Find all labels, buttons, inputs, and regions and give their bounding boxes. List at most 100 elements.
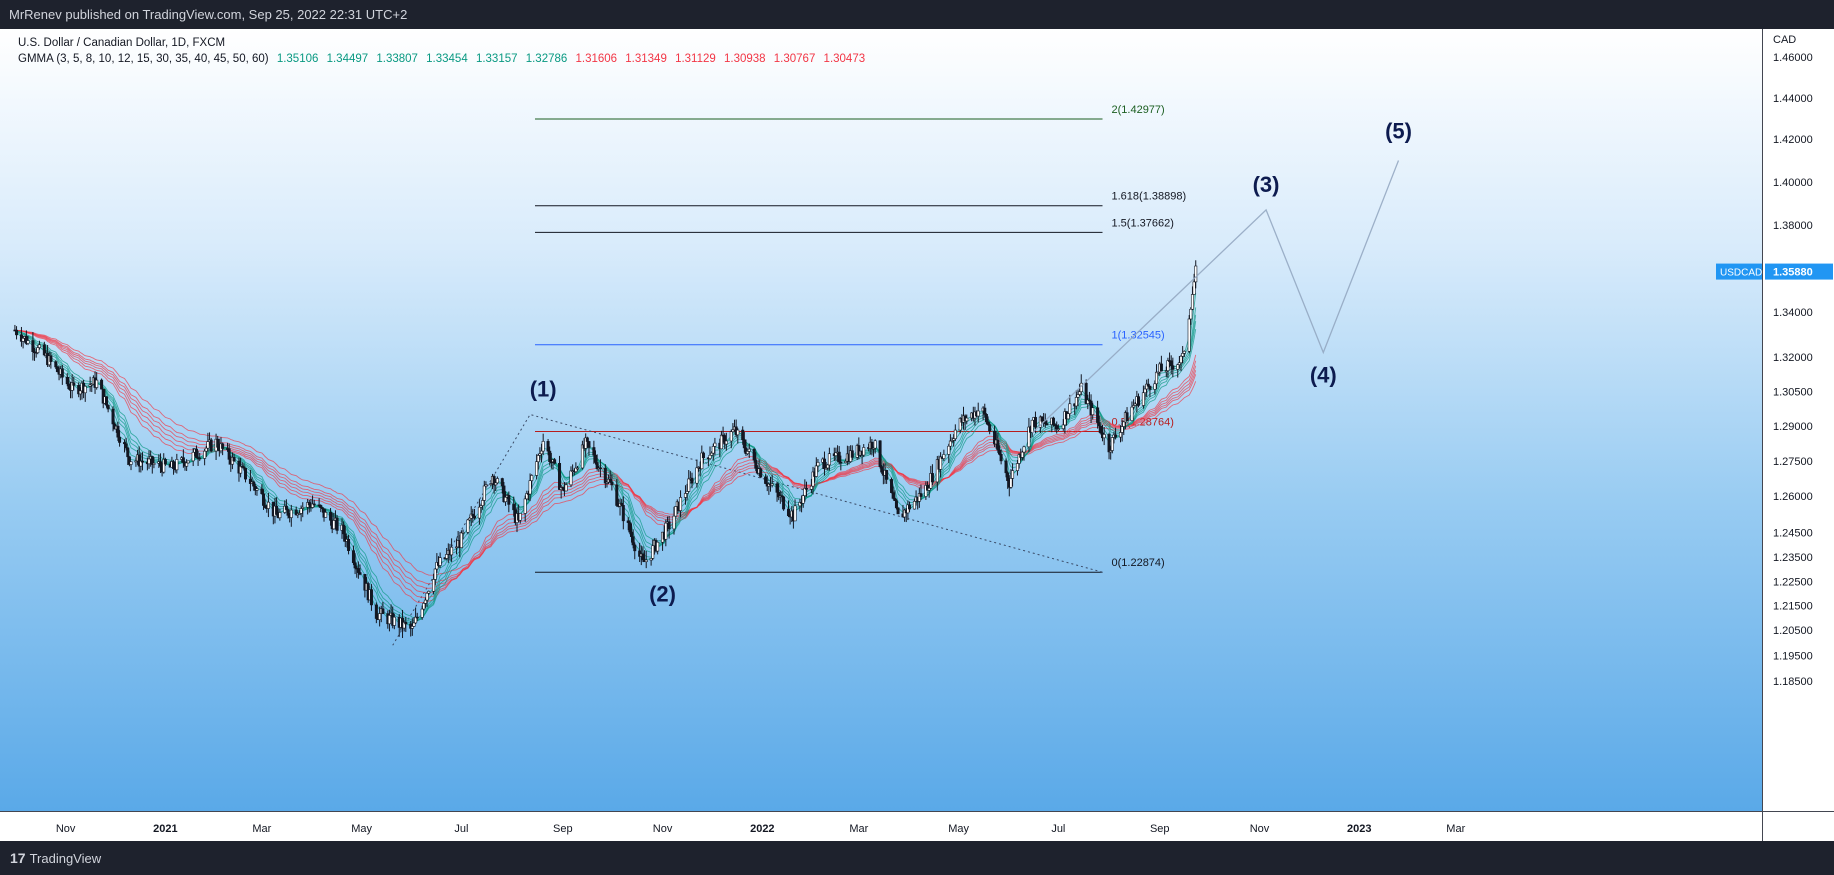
candle-body xyxy=(106,404,110,410)
candle-body xyxy=(289,509,293,518)
candle-body xyxy=(587,441,591,448)
candle-body xyxy=(1110,437,1114,451)
candle-body xyxy=(1187,318,1191,352)
time-tick-label: 2021 xyxy=(153,823,177,835)
candle-body xyxy=(641,553,645,561)
price-axis[interactable]: CAD 1.46000 1.44000 1.42000 1.40000 1.38000 1.… xyxy=(1762,29,1834,811)
candle-body xyxy=(724,440,728,445)
candle-body xyxy=(939,456,943,470)
candle-body xyxy=(1051,417,1055,425)
candle-body xyxy=(111,408,115,425)
candle-body xyxy=(1097,422,1101,427)
candle-body xyxy=(191,451,195,462)
candle-body xyxy=(1061,424,1065,429)
candle-body xyxy=(999,453,1003,462)
candle-body xyxy=(711,446,715,454)
candle-body xyxy=(1078,391,1082,395)
candle-body xyxy=(770,483,774,486)
gmma-long-2: 1.31349 xyxy=(625,53,667,65)
candle-body xyxy=(433,568,437,580)
candle-body xyxy=(1148,385,1152,390)
candle-body xyxy=(445,554,449,559)
candle-body xyxy=(1033,417,1037,428)
footer-brand[interactable]: TradingView xyxy=(29,850,102,866)
price-tick-label: 1.21500 xyxy=(1773,601,1813,613)
candle-body xyxy=(1166,360,1170,371)
candle-body xyxy=(804,488,808,490)
gmma-long-4: 1.30938 xyxy=(723,53,766,65)
chart-canvas[interactable]: 0(1.22874) 1(1.32545) 1.5(1.37662) 1.618(1.… xyxy=(0,29,1762,811)
price-tick-label: 1.26000 xyxy=(1773,491,1813,503)
candle-body xyxy=(324,512,328,518)
candle-body xyxy=(996,439,1000,451)
candle-body xyxy=(482,485,486,501)
candle-body xyxy=(1045,423,1049,426)
candle-body xyxy=(100,379,104,390)
wave-label: (3) xyxy=(1253,172,1280,197)
candle-body xyxy=(427,590,431,594)
candle-body xyxy=(332,520,336,530)
candle-body xyxy=(206,441,210,449)
candle-body xyxy=(592,447,596,456)
tradingview-logo-icon[interactable]: 17 xyxy=(10,850,26,866)
candle-body xyxy=(67,383,71,390)
time-tick-label: Sep xyxy=(553,823,573,835)
price-axis-canvas[interactable]: CAD 1.46000 1.44000 1.42000 1.40000 1.38000 1.… xyxy=(1763,29,1834,811)
fib-level-label: 2(1.42977) xyxy=(1112,104,1165,116)
candle-body xyxy=(850,450,854,458)
candle-body xyxy=(827,453,831,466)
candle-body xyxy=(1136,396,1140,406)
candle-body xyxy=(387,615,391,625)
candle-body xyxy=(598,467,602,470)
candle-body xyxy=(104,396,108,406)
candle-body xyxy=(1143,388,1147,394)
candle-body xyxy=(927,487,931,491)
candle-body xyxy=(1171,365,1175,370)
candle-body xyxy=(301,506,305,509)
price-tick-label: 1.38000 xyxy=(1773,220,1813,232)
candle-body xyxy=(1006,472,1010,481)
candle-body xyxy=(194,448,198,458)
candle-body xyxy=(512,504,516,511)
candle-body xyxy=(1055,425,1059,430)
candle-body xyxy=(347,539,351,551)
candle-body xyxy=(885,470,889,480)
candle-body xyxy=(275,505,279,515)
candle-body xyxy=(1011,470,1015,479)
gmma-legend[interactable]: GMMA (3, 5, 8, 10, 12, 15, 30, 35, 40, 4… xyxy=(18,51,870,67)
candle-body xyxy=(672,515,676,530)
candle-body xyxy=(95,379,99,388)
gmma-short-1: 1.35106 xyxy=(276,53,319,65)
candle-body xyxy=(422,603,426,610)
candle-body xyxy=(719,434,723,450)
candle-body xyxy=(227,448,231,460)
candle-body xyxy=(221,443,225,449)
candle-body xyxy=(72,382,76,386)
candle-body xyxy=(307,502,311,506)
time-axis-canvas[interactable]: Nov 2021 Mar May Jul Sep Nov 2022 Mar May Jul Sep No… xyxy=(0,812,1762,842)
candle-body xyxy=(252,481,256,487)
candle-body xyxy=(782,496,786,510)
price-tick-label: 1.29000 xyxy=(1773,421,1813,433)
candle-body xyxy=(410,626,414,629)
candle-body xyxy=(620,503,624,506)
candle-body xyxy=(608,478,612,483)
candle-body xyxy=(546,441,550,452)
candle-body xyxy=(209,439,213,452)
candle-body xyxy=(21,338,25,342)
candle-body xyxy=(381,608,385,614)
time-axis[interactable]: Nov 2021 Mar May Jul Sep Nov 2022 Mar May Jul Sep No… xyxy=(0,811,1762,842)
candle-body xyxy=(701,452,705,459)
candle-body xyxy=(454,546,458,549)
candle-body xyxy=(37,344,41,348)
chart-plot-area[interactable]: 0(1.22874) 1(1.32545) 1.5(1.37662) 1.618(1.… xyxy=(0,29,1762,811)
candle-body xyxy=(484,484,488,487)
symbol-title[interactable]: U.S. Dollar / Canadian Dollar, 1D, FXCM xyxy=(18,37,226,49)
candle-body xyxy=(471,513,475,517)
candle-body xyxy=(55,366,59,373)
wave-label: (5) xyxy=(1385,119,1412,144)
candle-body xyxy=(924,485,928,497)
price-tick-label: 1.27500 xyxy=(1773,456,1813,468)
gmma-short-line xyxy=(14,329,1197,619)
gmma-label: GMMA (3, 5, 8, 10, 12, 15, 30, 35, 40, 4… xyxy=(18,53,269,65)
